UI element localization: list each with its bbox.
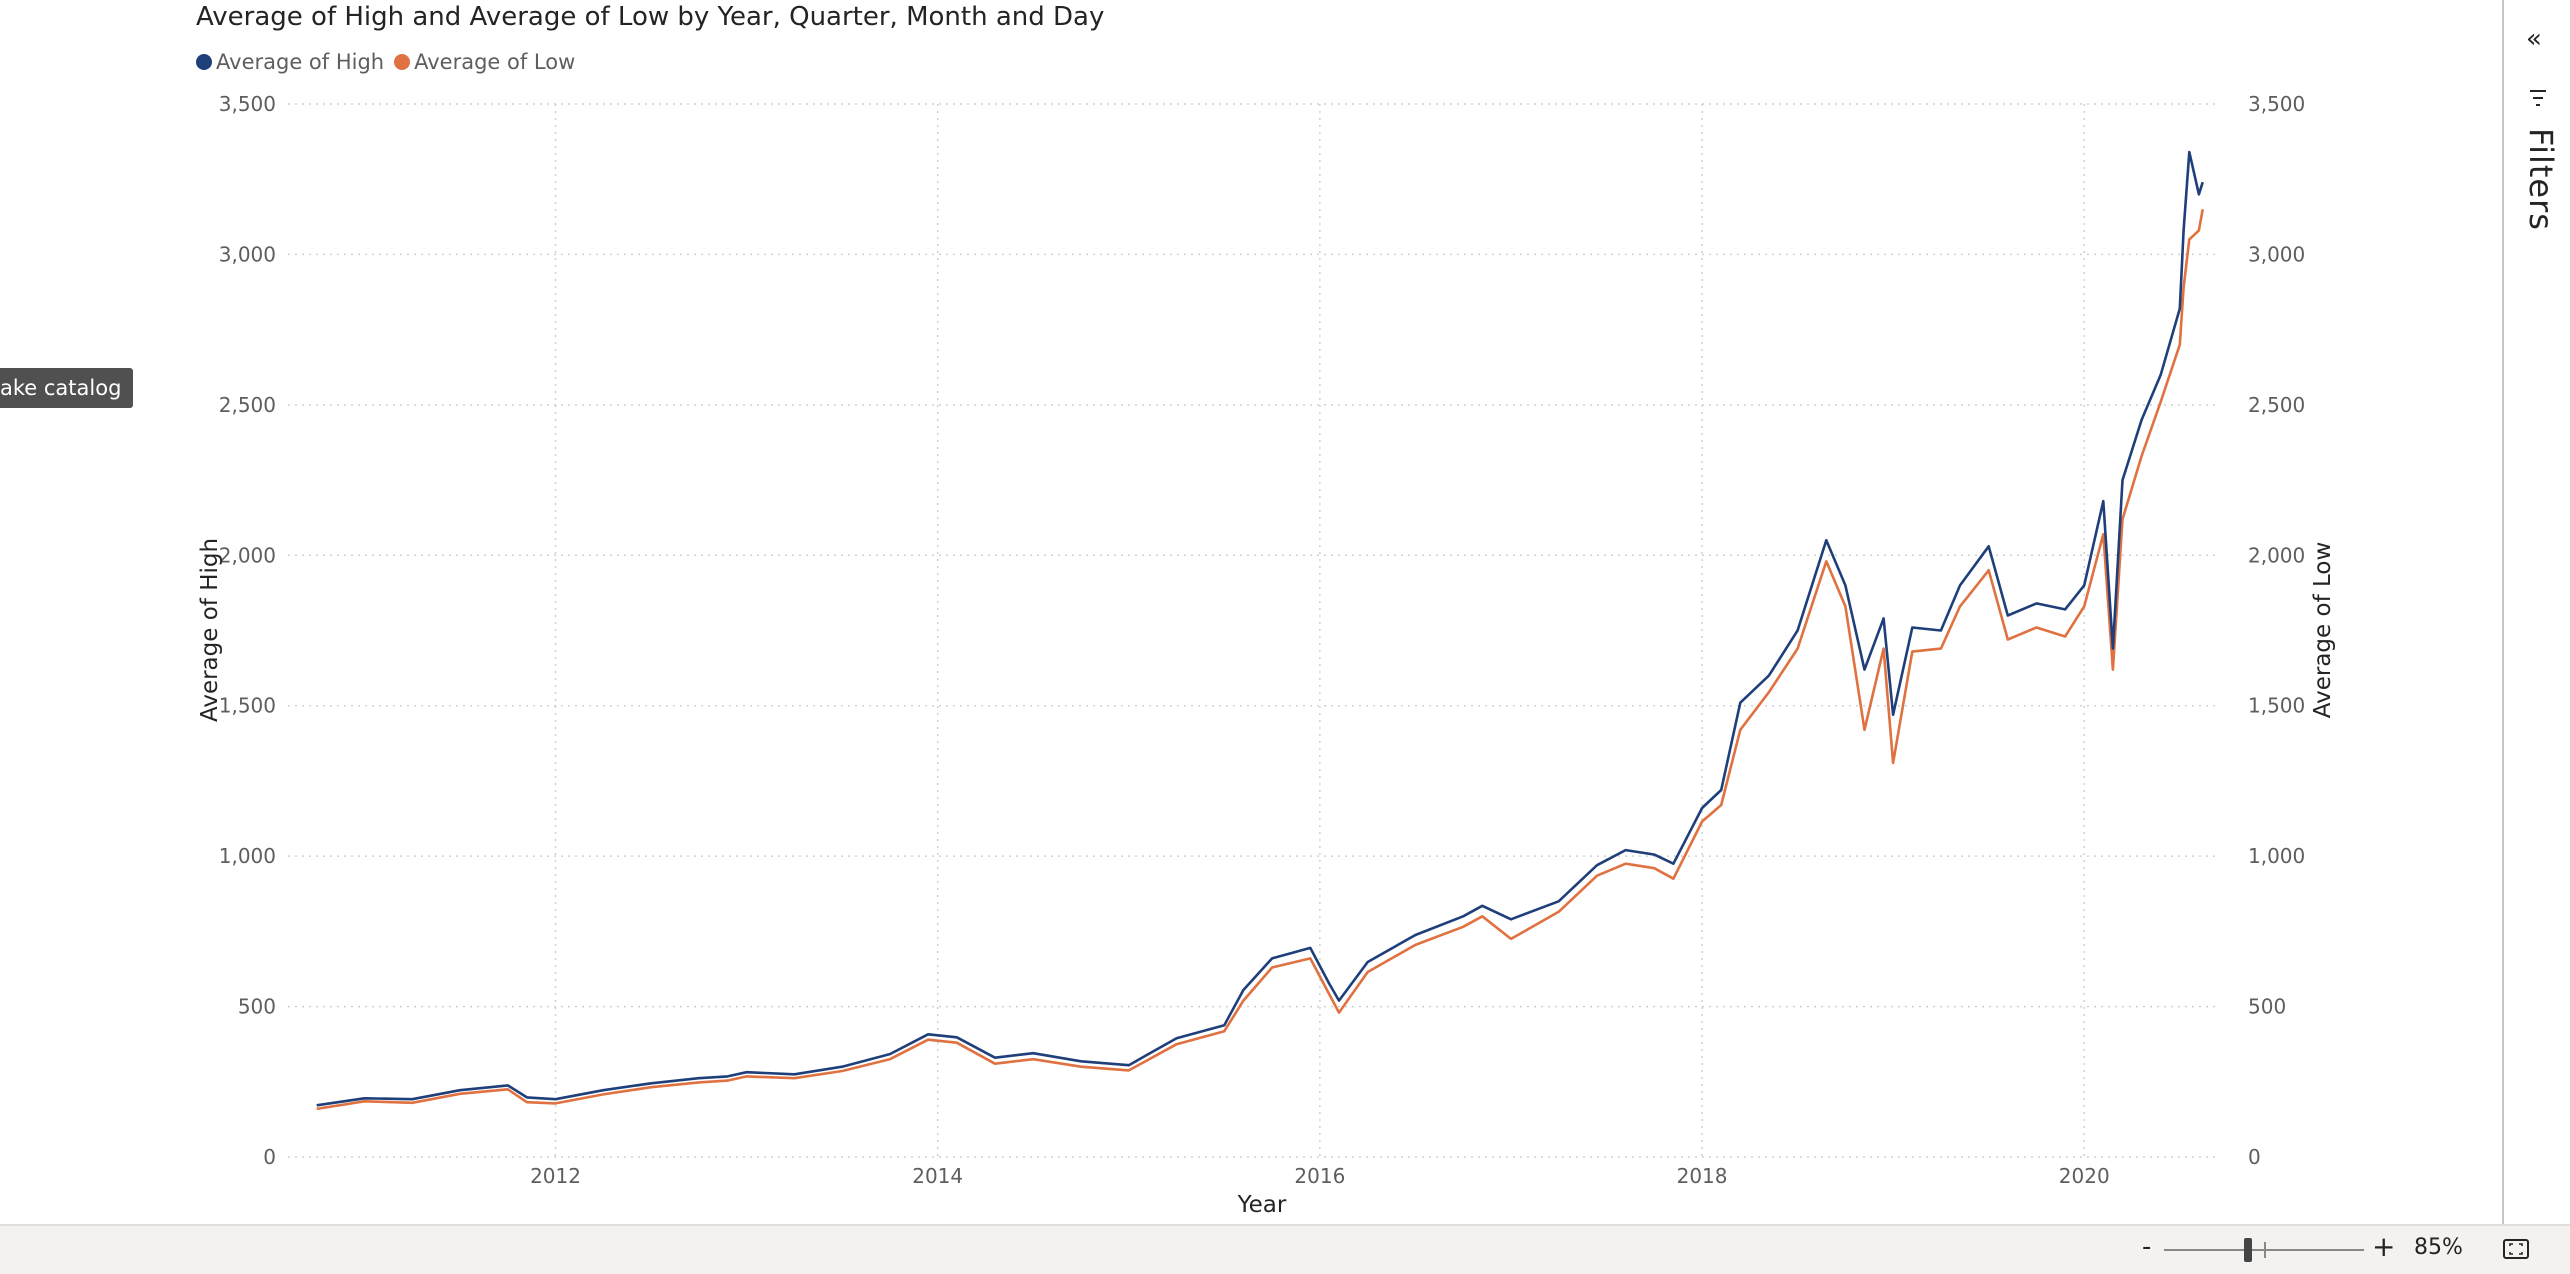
y-tick-label-right: 500 — [2248, 995, 2286, 1019]
y-tick-label-right: 3,000 — [2248, 242, 2305, 266]
filters-pane-label[interactable]: Filters — [2522, 128, 2560, 231]
zoom-out-button[interactable]: - — [2142, 1232, 2152, 1262]
tooltip: ake catalog — [0, 368, 134, 408]
y-axis-right-ticks: 0 500 1,000 1,500 2,000 2,500 3,000 3,500 — [2248, 92, 2305, 1169]
y-tick-label-left: 1,500 — [219, 694, 276, 718]
grid-lines — [288, 103, 2218, 1158]
zoom-slider-thumb[interactable] — [2244, 1238, 2252, 1262]
y-tick-label-left: 3,000 — [219, 242, 276, 266]
y-tick-label-right: 1,000 — [2248, 844, 2305, 868]
x-tick-label: 2016 — [1294, 1164, 1345, 1188]
y-tick-label-right: 0 — [2248, 1145, 2261, 1169]
filter-icon[interactable] — [2524, 88, 2552, 108]
legend-item-high[interactable]: Average of High — [196, 50, 384, 74]
y-axis-left-ticks: 0 500 1,000 1,500 2,000 2,500 3,000 3,500 — [219, 92, 276, 1169]
legend-marker-high — [196, 54, 212, 70]
chart-legend: Average of High Average of Low — [196, 50, 575, 74]
zoom-in-button[interactable]: + — [2372, 1230, 2396, 1263]
x-tick-label: 2018 — [1677, 1164, 1728, 1188]
y-tick-label-right: 3,500 — [2248, 92, 2305, 116]
y-tick-label-right: 1,500 — [2248, 694, 2305, 718]
y-tick-label-left: 2,000 — [219, 543, 276, 567]
x-tick-label: 2012 — [530, 1164, 581, 1188]
x-axis-ticks: 2012 2014 2016 2018 2020 — [530, 1164, 2110, 1188]
y-tick-label-right: 2,500 — [2248, 393, 2305, 417]
expand-pane-chevron-icon[interactable]: « — [2526, 24, 2542, 54]
zoom-level: 85% — [2414, 1235, 2463, 1260]
x-tick-label: 2020 — [2059, 1164, 2110, 1188]
report-canvas: Average of High and Average of Low by Ye… — [0, 0, 2500, 1224]
series-lines — [316, 150, 2204, 1111]
series-line-low[interactable] — [316, 209, 2204, 1111]
y-tick-label-left: 500 — [238, 995, 276, 1019]
y-tick-label-left: 2,500 — [219, 393, 276, 417]
tooltip-text: ake catalog — [0, 376, 122, 400]
y-tick-label-left: 3,500 — [219, 92, 276, 116]
y-tick-label-left: 1,000 — [219, 844, 276, 868]
legend-marker-low — [394, 54, 411, 70]
y-axis-right-title: Average of Low — [2310, 542, 2336, 719]
legend-label-low: Average of Low — [414, 50, 576, 74]
series-line-high[interactable] — [316, 150, 2204, 1107]
legend-item-low[interactable]: Average of Low — [394, 50, 575, 74]
x-tick-label: 2014 — [912, 1164, 963, 1188]
y-axis-left-title: Average of High — [197, 538, 223, 722]
x-axis-title: Year — [1237, 1192, 1287, 1218]
y-tick-label-right: 2,000 — [2248, 543, 2305, 567]
line-chart[interactable]: 0 500 1,000 1,500 2,000 2,500 3,000 3,500 0 500 1… — [0, 0, 2500, 1224]
legend-label-high: Average of High — [216, 50, 385, 74]
fit-to-page-icon[interactable] — [2502, 1238, 2530, 1260]
zoom-slider-center-tick — [2264, 1242, 2266, 1258]
chart-title: Average of High and Average of Low by Ye… — [196, 2, 1105, 32]
y-tick-label-left: 0 — [263, 1145, 276, 1169]
filters-pane-collapsed: « Filters — [2502, 0, 2570, 1224]
status-bar: - + 85% — [0, 1224, 2570, 1274]
